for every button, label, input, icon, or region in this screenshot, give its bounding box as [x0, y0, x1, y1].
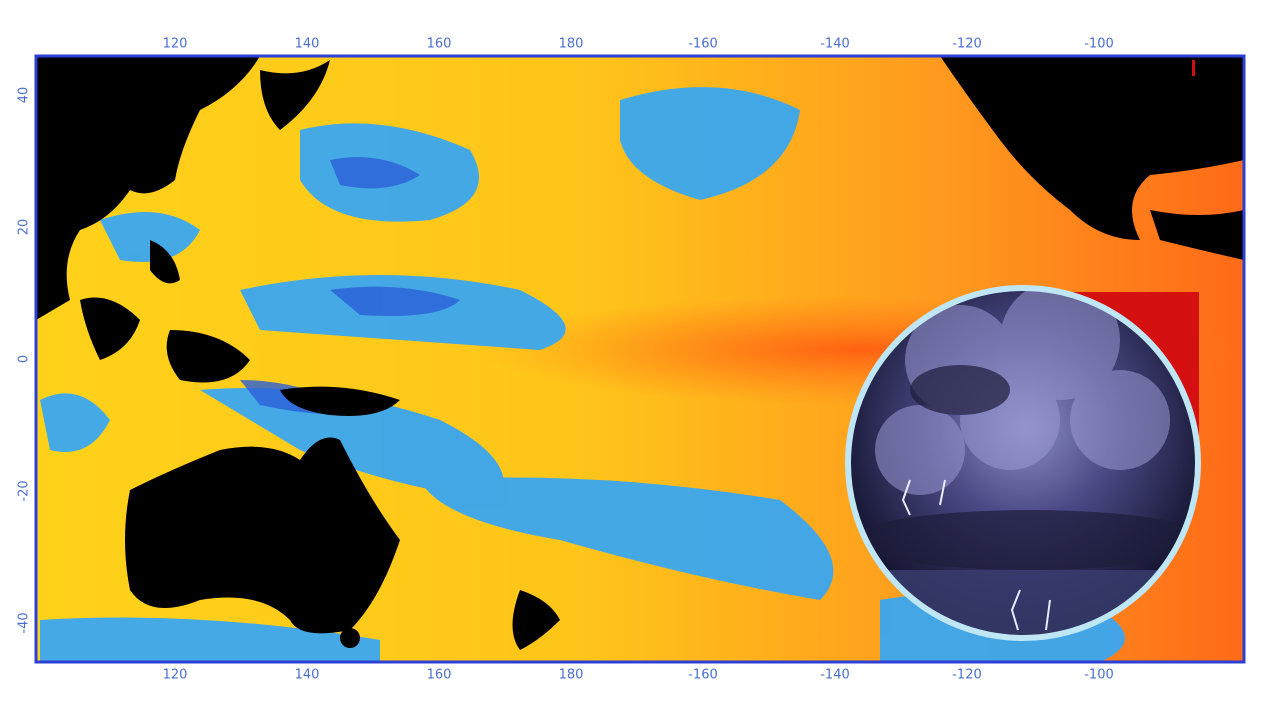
left-label: 0	[17, 355, 32, 363]
top-label: 160	[427, 37, 452, 52]
top-label: -140	[820, 37, 850, 52]
map-frame	[34, 54, 1246, 664]
bottom-label: 140	[295, 668, 320, 683]
bottom-label: -100	[1084, 668, 1114, 683]
marker	[1192, 60, 1195, 76]
top-label: 140	[295, 37, 320, 52]
top-label: 120	[163, 37, 188, 52]
left-label: 20	[17, 219, 32, 236]
top-label: -160	[688, 37, 718, 52]
bottom-label: 160	[427, 668, 452, 683]
top-label: -120	[952, 37, 982, 52]
bottom-label: -160	[688, 668, 718, 683]
left-label: -40	[17, 612, 32, 633]
top-label: 180	[559, 37, 584, 52]
inset-photo	[845, 285, 1201, 641]
bottom-label: -120	[952, 668, 982, 683]
bottom-label: 120	[163, 668, 188, 683]
left-label: -20	[17, 480, 32, 501]
top-label: -100	[1084, 37, 1114, 52]
bottom-label: 180	[559, 668, 584, 683]
left-label: 40	[17, 87, 32, 104]
bottom-label: -140	[820, 668, 850, 683]
land	[36, 56, 1244, 650]
